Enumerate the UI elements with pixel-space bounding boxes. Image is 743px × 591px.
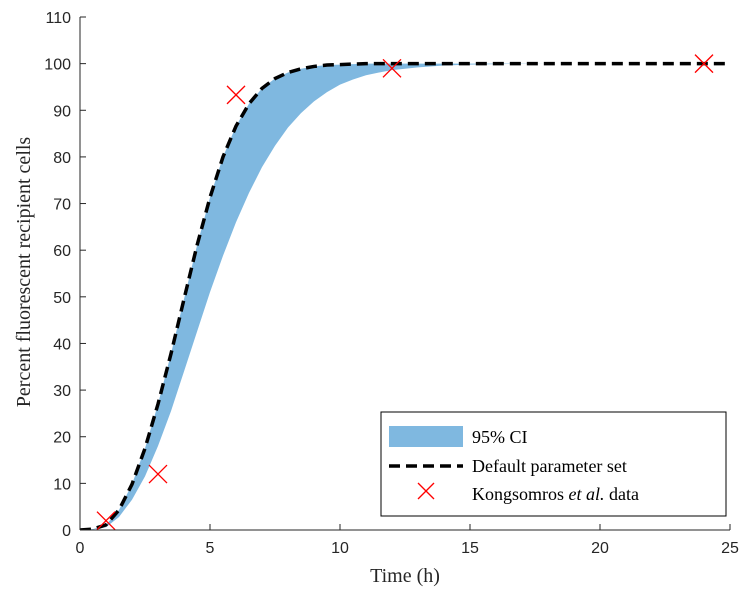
legend-marker-data — [417, 482, 435, 500]
y-tick-label: 90 — [53, 103, 71, 120]
data-point-marker — [96, 511, 116, 531]
y-tick-label: 100 — [44, 57, 71, 74]
data-point-marker — [148, 464, 168, 484]
y-tick-label: 50 — [53, 290, 71, 307]
x-tick-label: 0 — [76, 540, 85, 557]
y-tick-label: 40 — [53, 336, 71, 353]
y-tick-label: 30 — [53, 383, 71, 400]
x-axis-title: Time (h) — [370, 565, 440, 587]
x-tick-label: 25 — [721, 540, 739, 557]
legend: 95% CI Default parameter set Kongsomros … — [380, 411, 727, 517]
y-tick-label: 0 — [62, 523, 71, 540]
y-tick-label: 60 — [53, 243, 71, 260]
default-parameter-line — [80, 61, 730, 530]
data-point-marker — [694, 54, 714, 74]
y-tick-label: 70 — [53, 197, 71, 214]
legend-label-default: Default parameter set — [472, 456, 627, 476]
x-tick-label: 20 — [591, 540, 609, 557]
plot-area — [80, 54, 730, 531]
ci-band — [80, 63, 704, 530]
y-tick-label: 80 — [53, 150, 71, 167]
y-axis-title: Percent fluorescent recipient cells — [13, 137, 35, 408]
legend-label-ci: 95% CI — [472, 427, 528, 447]
y-tick-label: 20 — [53, 430, 71, 447]
y-tick-label: 10 — [53, 476, 71, 493]
data-point-marker — [226, 85, 246, 105]
legend-swatch-ci — [389, 426, 463, 447]
y-tick-label: 110 — [45, 10, 71, 27]
x-tick-label: 10 — [331, 540, 349, 557]
axes: 0 5 10 15 20 25 0 10 20 30 40 50 60 70 80 90 100 110 — [44, 10, 739, 557]
x-tick-label: 15 — [461, 540, 479, 557]
x-tick-label: 5 — [206, 540, 215, 557]
legend-label-data: Kongsomros et al. data — [472, 484, 639, 504]
data-point-marker — [382, 58, 402, 78]
